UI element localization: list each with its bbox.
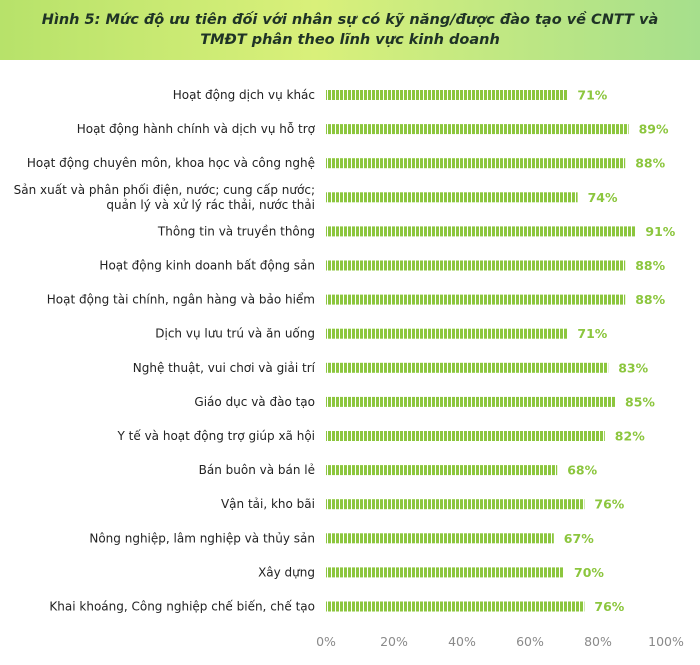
value-label: 71% <box>577 88 607 103</box>
category-label: Bán buôn và bán lẻ <box>199 463 315 477</box>
bar <box>326 601 585 612</box>
x-tick-label: 40% <box>448 634 476 649</box>
bar <box>326 465 558 476</box>
title-band: Hình 5: Mức độ ưu tiên đối với nhân sự c… <box>0 0 700 60</box>
value-label: 74% <box>588 190 618 205</box>
bars <box>326 90 636 612</box>
category-label: Xây dựng <box>258 565 315 579</box>
chart-title-line-1: Hình 5: Mức độ ưu tiên đối với nhân sự c… <box>41 12 659 28</box>
category-label: Hoạt động kinh doanh bất động sản <box>99 259 315 273</box>
category-labels: Hoạt động dịch vụ khác Hoạt động hành chí… <box>14 88 316 614</box>
bar <box>326 192 578 203</box>
bar <box>326 567 564 578</box>
x-tick-label: 0% <box>316 634 336 649</box>
value-label: 67% <box>564 531 594 546</box>
value-label: 88% <box>635 258 665 273</box>
bar <box>326 328 568 339</box>
bar <box>326 90 568 100</box>
value-label: 89% <box>639 122 669 137</box>
value-label: 83% <box>618 360 648 375</box>
category-label: Hoạt động tài chính, ngân hàng và bảo hi… <box>47 293 315 307</box>
value-labels: 71% 89% 88% 74% 91% 88% 88% 71% 83% 85% 82% 68% 76% 6… <box>564 88 676 615</box>
bar <box>326 260 626 271</box>
bar <box>326 499 585 510</box>
x-axis-ticks: 0% 20% 40% 60% 80% 100% <box>316 634 684 649</box>
category-label: Hoạt động hành chính và dịch vụ hỗ trợ <box>77 122 316 136</box>
bar <box>326 431 605 441</box>
bar <box>326 124 629 135</box>
bar <box>326 396 615 407</box>
x-tick-label: 60% <box>516 634 544 649</box>
value-label: 71% <box>577 326 607 341</box>
bar <box>326 226 636 237</box>
category-label: Y tế và hoạt động trợ giúp xã hội <box>117 429 315 443</box>
category-label: Giáo dục và đào tạo <box>194 395 315 409</box>
x-tick-label: 100% <box>648 634 684 649</box>
value-label: 68% <box>567 463 597 478</box>
value-label: 76% <box>594 599 624 614</box>
category-label: Nghệ thuật, vui chơi và giải trí <box>133 361 316 375</box>
bar <box>326 362 609 373</box>
value-label: 88% <box>635 292 665 307</box>
x-tick-label: 20% <box>380 634 408 649</box>
value-label: 85% <box>625 394 655 409</box>
chart-title-line-2: TMĐT phân theo lĩnh vực kinh doanh <box>200 32 500 48</box>
bar <box>326 158 626 169</box>
category-label: Dịch vụ lưu trú và ăn uống <box>155 327 315 341</box>
bar <box>326 533 554 544</box>
value-label: 70% <box>574 565 604 580</box>
value-label: 91% <box>645 224 675 239</box>
category-label: Sản xuất và phân phối điện, nước; cung c… <box>14 183 315 212</box>
category-label: Hoạt động chuyên môn, khoa học và công n… <box>27 156 315 170</box>
category-label: Nông nghiệp, lâm nghiệp và thủy sản <box>89 531 315 545</box>
x-tick-label: 80% <box>584 634 612 649</box>
bar-chart: Hoạt động dịch vụ khác Hoạt động hành chí… <box>14 88 684 650</box>
value-label: 82% <box>615 429 645 444</box>
category-label: Hoạt động dịch vụ khác <box>173 88 315 102</box>
value-label: 88% <box>635 156 665 171</box>
bar <box>326 294 626 305</box>
category-label: Khai khoáng, Công nghiệp chế biến, chế t… <box>49 600 315 614</box>
category-label: Vận tải, kho bãi <box>221 497 315 511</box>
value-label: 76% <box>594 497 624 512</box>
category-label: Thông tin và truyền thông <box>157 224 315 238</box>
